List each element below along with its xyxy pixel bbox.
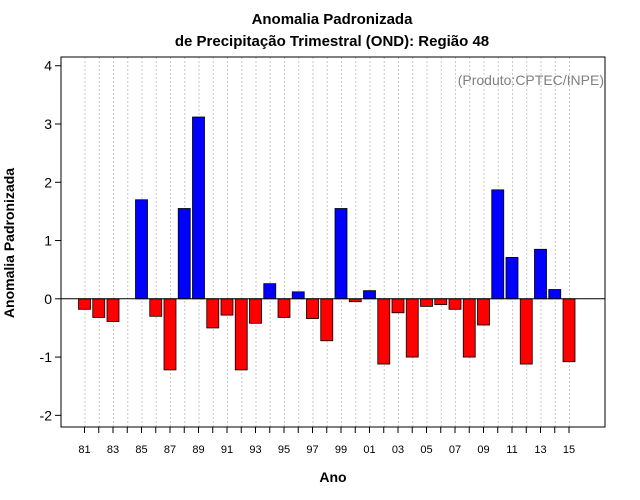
x-tick-label: 85 [135, 444, 147, 456]
x-tick-label: 93 [249, 444, 261, 456]
bar-1990 [206, 298, 220, 329]
plot-frame [60, 56, 606, 428]
bar-2001 [363, 290, 376, 300]
bar-2012 [519, 298, 533, 365]
y-tick-label: 1 [44, 233, 52, 249]
y-tick-label: -2 [40, 407, 53, 423]
bar-2010 [491, 189, 505, 300]
x-tick-label: 91 [221, 444, 233, 456]
bar-2004 [405, 298, 419, 358]
bar-1992 [234, 298, 248, 371]
bar-2015 [562, 298, 576, 363]
chart-title-line1: Anomalia Padronizada [252, 11, 414, 28]
y-tick-label: 0 [44, 291, 52, 307]
bar-1987 [163, 298, 177, 371]
bar-2014 [548, 289, 562, 300]
bar-2013 [534, 248, 547, 300]
y-axis-label: Anomalia Padronizada [1, 168, 17, 318]
bar-1983 [106, 298, 120, 322]
bar-1994 [263, 283, 277, 300]
x-axis-label: Ano [319, 469, 346, 485]
bar-2011 [505, 257, 519, 300]
x-tick-label: 89 [192, 444, 204, 456]
y-tick-label: 4 [44, 58, 52, 74]
bar-2003 [391, 298, 405, 314]
x-tick-label: 01 [363, 444, 375, 456]
bar-1991 [220, 298, 234, 316]
bar-1993 [249, 298, 262, 324]
source-annotation: (Produto:CPTEC/INPE) [458, 72, 604, 88]
bar-1997 [306, 298, 319, 320]
y-tick-label: 2 [44, 174, 52, 190]
x-tick-label: 09 [477, 444, 489, 456]
x-tick-label: 15 [563, 444, 575, 456]
x-tick-label: 87 [164, 444, 176, 456]
x-tick-label: 83 [107, 444, 119, 456]
x-tick-label: 99 [335, 444, 347, 456]
bar-2005 [420, 298, 433, 307]
y-tick-label: -1 [40, 349, 53, 365]
x-tick-label: 05 [420, 444, 432, 456]
bar-1982 [92, 298, 106, 318]
bar-2008 [462, 298, 476, 358]
x-tick-label: 13 [534, 444, 546, 456]
y-axis: -2 -1 0 1 2 3 4 [40, 58, 61, 423]
bar-1981 [78, 298, 91, 310]
chart-title-line2: de Precipitação Trimestral (OND): Região… [175, 33, 489, 50]
bar-1998 [320, 298, 334, 342]
bar-2006 [434, 298, 448, 306]
y-tick-label: 3 [44, 116, 52, 132]
bar-1996 [291, 291, 305, 300]
bar-1985 [135, 199, 148, 300]
bar-1995 [277, 298, 291, 318]
bar-1986 [149, 298, 163, 317]
bar-1988 [177, 208, 191, 300]
bar-2009 [477, 298, 490, 326]
x-tick-label: 07 [449, 444, 461, 456]
bar-2002 [377, 298, 391, 365]
bar-1999 [334, 208, 348, 300]
bars [78, 116, 576, 371]
bar-2007 [448, 298, 462, 310]
x-tick-label: 97 [306, 444, 318, 456]
x-tick-label: 11 [506, 444, 517, 456]
x-axis: 81 83 85 87 89 91 93 95 97 99 01 03 05 07 09 11 13 15 [78, 427, 575, 456]
x-tick-label: 03 [392, 444, 404, 456]
vertical-gridlines [84, 57, 570, 427]
x-tick-label: 81 [78, 444, 90, 456]
bar-1989 [192, 116, 205, 300]
x-tick-label: 95 [278, 444, 290, 456]
